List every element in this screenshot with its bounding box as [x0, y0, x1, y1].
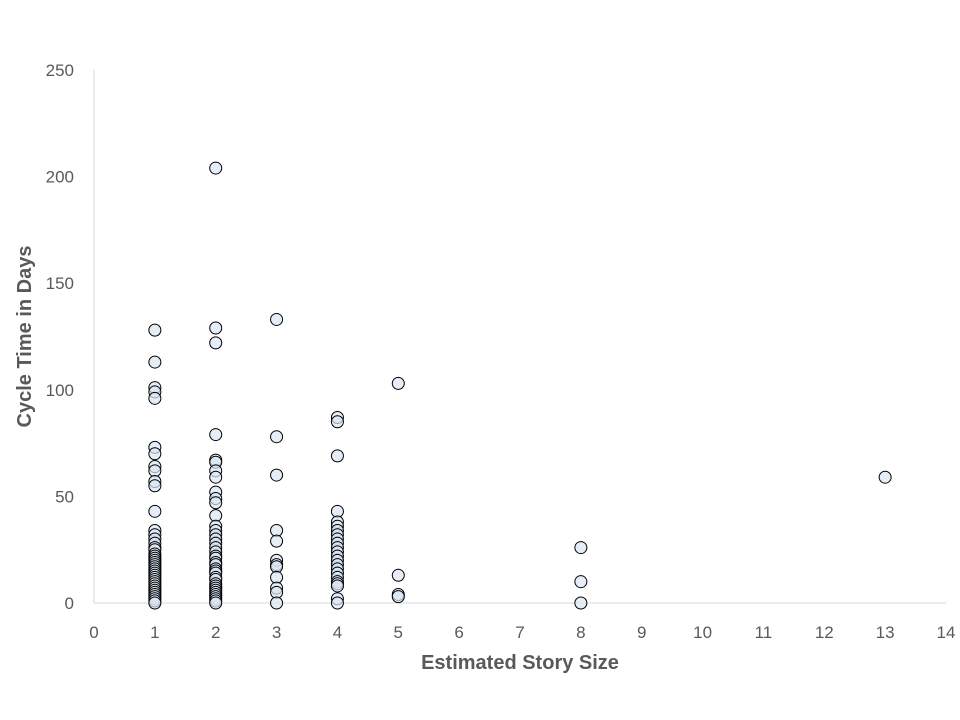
x-tick-label: 6: [454, 623, 463, 642]
y-tick-label: 200: [46, 168, 74, 187]
y-tick-labels: 0 50 100 150 200 250: [46, 61, 74, 613]
y-tick-label: 50: [55, 487, 74, 506]
data-point: [270, 596, 284, 610]
x-tick-label: 14: [937, 623, 956, 642]
x-tick-label: 5: [394, 623, 403, 642]
data-point: [270, 430, 284, 444]
x-tick-label: 8: [576, 623, 585, 642]
data-point: [148, 391, 162, 405]
y-tick-label: 250: [46, 61, 74, 80]
x-tick-label: 1: [150, 623, 159, 642]
data-point: [209, 161, 223, 175]
data-point: [878, 470, 892, 484]
data-point: [148, 504, 162, 518]
x-tick-label: 12: [815, 623, 834, 642]
data-point: [209, 321, 223, 335]
y-axis-title: Cycle Time in Days: [14, 246, 36, 428]
x-tick-label: 3: [272, 623, 281, 642]
x-tick-label: 0: [89, 623, 98, 642]
data-point: [391, 568, 405, 582]
x-tick-labels: 0 1 2 3 4 5 6 7 8 9 10 11 12 13 14: [89, 623, 955, 642]
x-tick-label: 11: [755, 623, 773, 642]
data-point: [391, 376, 405, 390]
data-point: [209, 470, 223, 484]
x-tick-label: 4: [333, 623, 342, 642]
data-point: [270, 534, 284, 548]
x-tick-label: 10: [693, 623, 712, 642]
data-point: [574, 575, 588, 589]
data-point: [270, 468, 284, 482]
data-point: [574, 541, 588, 555]
data-point: [391, 590, 405, 604]
x-axis-title: Estimated Story Size: [421, 652, 619, 674]
data-points: [148, 161, 892, 610]
data-point: [209, 496, 223, 510]
data-point: [148, 596, 162, 610]
data-point: [148, 447, 162, 461]
data-point: [209, 428, 223, 442]
x-tick-label: 2: [211, 623, 220, 642]
x-tick-label: 13: [876, 623, 895, 642]
data-point: [209, 596, 223, 610]
data-point: [148, 479, 162, 493]
data-point: [330, 449, 344, 463]
y-tick-label: 0: [65, 594, 74, 613]
data-point: [330, 596, 344, 610]
y-tick-label: 150: [46, 274, 74, 293]
data-point: [330, 415, 344, 429]
data-point: [330, 579, 344, 593]
data-point: [209, 336, 223, 350]
data-point: [574, 596, 588, 610]
data-point: [148, 355, 162, 369]
data-point: [148, 323, 162, 337]
y-tick-label: 100: [46, 381, 74, 400]
x-tick-label: 7: [515, 623, 524, 642]
x-tick-label: 9: [637, 623, 646, 642]
data-point: [270, 312, 284, 326]
